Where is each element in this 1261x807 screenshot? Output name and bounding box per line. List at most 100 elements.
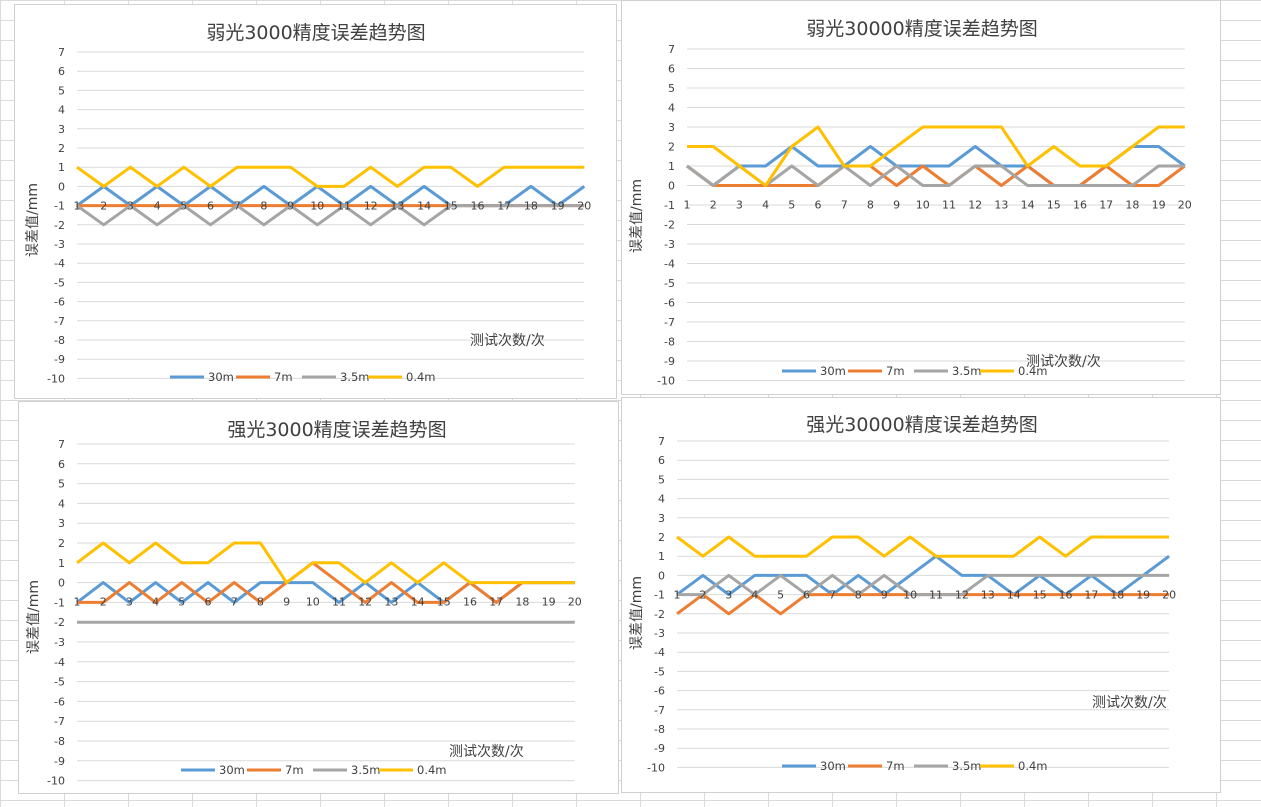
y-tick-label: 5 (658, 473, 665, 486)
y-tick-label: 1 (658, 550, 665, 563)
series-line-3.5m (686, 164, 1185, 187)
category-label: 8 (260, 199, 267, 212)
category-label: 6 (803, 588, 810, 601)
category-label: 16 (471, 199, 485, 212)
category-label: 19 (1152, 199, 1166, 212)
category-label: 11 (942, 199, 956, 212)
y-tick-label: -1 (54, 200, 65, 213)
category-label: 18 (1125, 199, 1139, 212)
legend-label: 30m (208, 370, 234, 384)
category-label: 11 (332, 596, 346, 609)
chart-title: 弱光30000精度误差趋势图 (806, 18, 1037, 40)
y-axis-label: 误差值/mm (629, 179, 645, 253)
y-tick-label: 0 (58, 577, 65, 590)
category-label: 17 (497, 199, 511, 212)
legend-label: 3.5m (952, 759, 982, 773)
x-axis-label: 测试次数/次 (1026, 354, 1101, 370)
legend: 30m 7m 3.5m 0.4m (181, 763, 447, 777)
category-label: 1 (684, 199, 691, 212)
category-label: 17 (1099, 199, 1113, 212)
y-tick-label: 6 (658, 454, 665, 467)
y-tick-label: -9 (54, 755, 65, 768)
category-label: 18 (515, 596, 529, 609)
category-label: 11 (929, 588, 943, 601)
y-tick-label: -8 (654, 723, 665, 736)
y-tick-label: 2 (58, 537, 65, 550)
category-label: 6 (207, 199, 214, 212)
y-tick-label: -7 (54, 315, 65, 328)
y-tick-label: 5 (58, 84, 65, 97)
series-line-7m (686, 164, 1186, 187)
category-label: 19 (551, 199, 565, 212)
y-tick-label: -6 (654, 685, 665, 698)
y-tick-label: -3 (54, 238, 65, 251)
y-tick-label: -7 (654, 704, 665, 717)
series-line-0.4m (76, 165, 585, 188)
gridlines (77, 443, 575, 782)
y-tick-label: -2 (664, 219, 675, 232)
y-tick-label: 4 (58, 104, 65, 117)
legend-label: 7m (886, 759, 905, 773)
category-label: 13 (384, 596, 398, 609)
category-label: 2 (100, 199, 107, 212)
category-label: 9 (283, 596, 290, 609)
category-label: 10 (916, 199, 930, 212)
y-tick-label: 6 (58, 65, 65, 78)
category-label: 11 (337, 199, 351, 212)
line-chart: 强光30000精度误差趋势图 76543210-1-2-3-4-5-6-7-8-… (629, 414, 1177, 774)
category-label: 6 (815, 199, 822, 212)
y-tick-label: -9 (54, 353, 65, 366)
y-tick-label: 2 (668, 141, 675, 154)
y-axis-ticks: 7 6 5 4 3 2 1 0 -1 -2 -3 -4 -5 -6 -7 -8 -9 -10 (47, 438, 65, 788)
legend-label: 3.5m (351, 763, 381, 777)
category-label: 3 (126, 596, 133, 609)
category-label: 15 (1033, 588, 1047, 601)
category-label: 12 (364, 199, 378, 212)
category-label: 14 (411, 596, 425, 609)
y-tick-label: -10 (47, 372, 65, 385)
category-label: 5 (178, 596, 185, 609)
chart-panel-strong-3000[interactable]: 强光3000精度误差趋势图 7 6 5 4 3 2 1 0 -1 -2 -3 -4 -5 -6 -7 -8 -9… (18, 401, 619, 794)
legend-label: 0.4m (1018, 364, 1048, 378)
y-tick-label: -9 (664, 355, 675, 368)
category-label: 15 (437, 596, 451, 609)
category-labels: 1 2 3 4 5 6 7 8 9 10 11 12 13 14 15 16 17 18 19 20 (74, 199, 592, 212)
y-tick-label: 3 (58, 123, 65, 136)
legend: 30m 7m 3.5m 0.4m (782, 759, 1048, 773)
chart-panel-weak-30000[interactable]: 弱光30000精度误差趋势图 7 6 5 4 3 2 1 0 -1 -2 -3 -4 -5 -6 -7 -8-… (621, 0, 1221, 395)
y-tick-label: 7 (668, 43, 675, 56)
category-label: 16 (1073, 199, 1087, 212)
legend: 30m 7m 3.5m 0.4m (170, 370, 436, 384)
y-tick-label: 1 (58, 557, 65, 570)
category-label: 7 (234, 199, 241, 212)
y-tick-label: -5 (54, 276, 65, 289)
category-label: 9 (893, 199, 900, 212)
category-labels: 1 2 3 4 5 6 7 8 9 10 11 12 13 14 15 16 17 18 19 20 (684, 199, 1192, 212)
y-tick-label: 0 (58, 180, 65, 193)
y-axis-label: 误差值/mm (25, 183, 41, 257)
y-tick-label: -10 (47, 775, 65, 788)
y-tick-label: 3 (658, 512, 665, 525)
y-tick-label: 2 (658, 531, 665, 544)
chart-panel-strong-30000[interactable]: 强光30000精度误差趋势图 7 6 5 4 3 2 1 0 -1 -2 -3 -4 -5 -6 -7 -8-… (621, 397, 1221, 793)
legend-label: 0.4m (406, 370, 436, 384)
y-tick-label: -9 (654, 742, 665, 755)
category-label: 5 (180, 199, 187, 212)
y-tick-label: -1 (664, 199, 675, 212)
legend-label: 30m (219, 763, 245, 777)
y-tick-label: 4 (668, 102, 675, 115)
y-tick-label: -5 (54, 676, 65, 689)
category-label: 10 (310, 199, 324, 212)
y-tick-label: -8 (54, 735, 65, 748)
category-labels: 1 2 3 4 5 6 7 8 9 10 11 12 13 14 15 16 17 18 19 20 (674, 588, 1177, 601)
category-label: 3 (736, 199, 743, 212)
y-tick-label: -10 (647, 761, 665, 774)
category-label: 16 (1059, 588, 1073, 601)
chart-panel-weak-3000[interactable]: 弱光3000精度误差趋势图 7 6 5 4 3 2 1 0 -1 -2 -3 -4 -5 -6 -7 -8 -9… (14, 4, 617, 399)
category-label: 10 (903, 588, 917, 601)
category-label: 4 (751, 588, 758, 601)
category-label: 7 (841, 199, 848, 212)
y-tick-label: -4 (654, 646, 665, 659)
category-label: 20 (577, 199, 591, 212)
